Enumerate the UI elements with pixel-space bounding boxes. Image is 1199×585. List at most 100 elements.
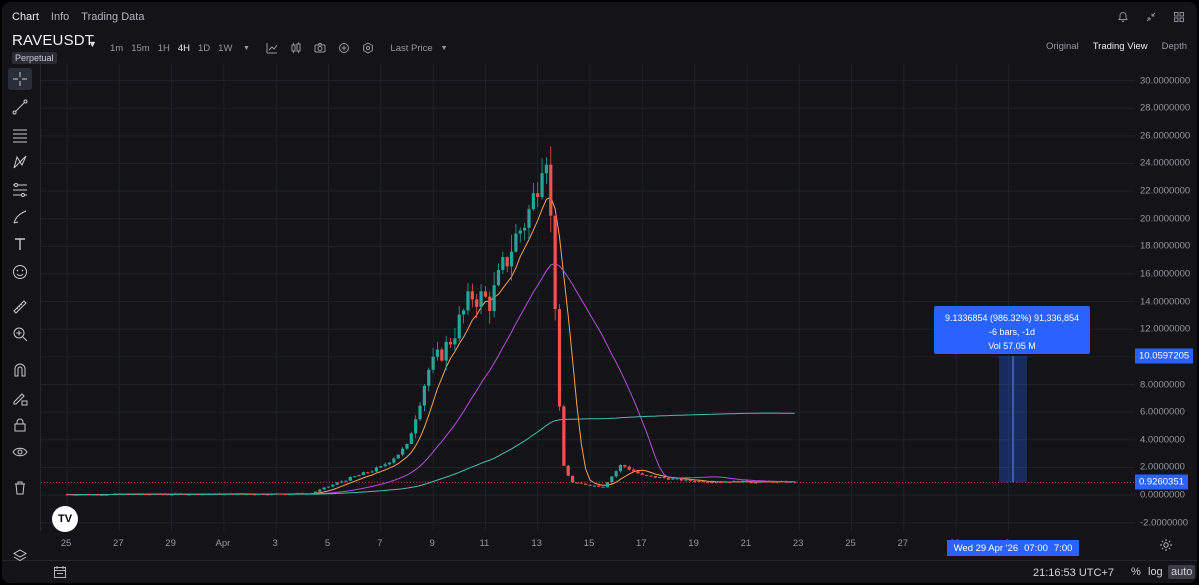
view-depth[interactable]: Depth: [1161, 41, 1187, 52]
chevron-down-icon[interactable]: ▼: [88, 39, 97, 49]
price-chart[interactable]: [40, 64, 1135, 531]
candle-body: [344, 480, 348, 482]
view-original[interactable]: Original: [1045, 41, 1079, 52]
emoji-icon[interactable]: [8, 261, 32, 283]
brush-icon[interactable]: [8, 206, 32, 228]
interval-1w[interactable]: 1W: [218, 42, 233, 54]
price-tick-label: 6.0000000: [1140, 406, 1185, 418]
measure-price-badge: 10.0597205: [1135, 348, 1194, 364]
candle-body: [257, 493, 261, 495]
candle-body: [645, 474, 649, 476]
candle-body: [366, 472, 370, 474]
tab-trading-data[interactable]: Trading Data: [81, 11, 145, 23]
price-tick-label: 0.0000000: [1140, 489, 1185, 501]
fib-icon[interactable]: [8, 179, 32, 201]
candle-body: [527, 209, 531, 228]
trend-line-icon[interactable]: [8, 96, 32, 118]
candle-body: [440, 349, 444, 361]
candle-body: [248, 493, 252, 495]
candles-icon[interactable]: [288, 40, 304, 56]
candle-body: [108, 494, 113, 496]
crosshair-icon[interactable]: [8, 68, 32, 90]
ruler-icon[interactable]: [8, 296, 32, 318]
zoom-in-icon[interactable]: [8, 323, 32, 345]
tab-chart[interactable]: Chart: [12, 11, 39, 23]
candle-body: [387, 462, 392, 465]
candle-body: [265, 494, 270, 496]
percent-scale-button[interactable]: %: [1131, 566, 1141, 578]
interval-1h[interactable]: 1H: [157, 42, 170, 54]
candle-body: [745, 480, 749, 483]
interval-1m[interactable]: 1m: [110, 42, 124, 54]
gear-icon[interactable]: [1159, 538, 1173, 555]
pencil-lock-icon[interactable]: [8, 387, 32, 409]
ma-line-25: [66, 262, 795, 496]
candle-body: [309, 493, 313, 495]
candle-body: [331, 484, 335, 487]
candle-body: [322, 487, 326, 490]
candle-body: [209, 494, 213, 496]
candle-body: [736, 480, 740, 483]
candle-body: [601, 486, 605, 488]
lock-icon[interactable]: [8, 414, 32, 436]
symbol-name[interactable]: RAVEUSDT: [12, 32, 95, 49]
price-tick-label: 30.0000000: [1140, 75, 1191, 87]
candle-body: [605, 482, 610, 488]
candle-body: [579, 482, 583, 484]
interval-dropdown-icon[interactable]: ▼: [242, 44, 250, 52]
candle-body: [418, 405, 422, 420]
time-tick-label: 9: [429, 538, 435, 549]
candle-body: [191, 493, 195, 495]
trash-icon[interactable]: [8, 477, 32, 499]
calendar-range-icon[interactable]: [52, 564, 68, 580]
price-source-select[interactable]: Last Price: [390, 42, 433, 54]
candle-body: [479, 291, 483, 307]
candle-body: [566, 465, 570, 476]
candle-body: [370, 471, 374, 473]
top-right-icons: [1115, 9, 1187, 25]
view-trading-view[interactable]: Trading View: [1092, 41, 1148, 52]
measure-line1: 9.1336854 (986.32%) 91,336,854: [944, 313, 1080, 323]
candle-body: [501, 257, 505, 271]
time-tick-label: 25: [845, 538, 856, 549]
candle-body: [610, 476, 614, 483]
candle-body: [187, 494, 191, 496]
candle-body: [758, 481, 762, 483]
layers-icon[interactable]: [12, 548, 28, 564]
indicators-icon[interactable]: [336, 40, 352, 56]
price-source-chevron-icon[interactable]: ▼: [440, 44, 448, 52]
tab-info[interactable]: Info: [50, 11, 70, 23]
grid-icon[interactable]: [1171, 9, 1187, 25]
magnet-icon[interactable]: [8, 359, 32, 381]
text-icon[interactable]: [8, 233, 32, 255]
pattern-icon[interactable]: [8, 151, 32, 173]
chart-canvas[interactable]: [41, 64, 1135, 531]
collapse-icon[interactable]: [1143, 9, 1159, 25]
interval-15m[interactable]: 15m: [131, 42, 150, 54]
interval-4h[interactable]: 4H: [177, 42, 190, 54]
camera-icon[interactable]: [312, 40, 328, 56]
eye-icon[interactable]: [8, 441, 32, 463]
auto-scale-button[interactable]: auto: [1168, 565, 1196, 579]
candle-body: [196, 493, 200, 495]
candle-body: [719, 481, 723, 483]
time-tick-label: 23: [792, 538, 804, 549]
log-scale-button[interactable]: log: [1148, 566, 1163, 578]
candle-body: [313, 491, 318, 494]
candle-body: [780, 481, 784, 483]
candle-body: [470, 291, 474, 300]
price-tick-label: 24.0000000: [1140, 157, 1191, 169]
time-tick-label: 3: [272, 538, 278, 549]
chart-type-icon[interactable]: [264, 40, 280, 56]
horizontal-lines-icon[interactable]: [8, 124, 32, 146]
price-tick-label: 26.0000000: [1140, 130, 1191, 142]
candle-body: [457, 314, 461, 339]
candle-body: [204, 494, 209, 496]
settings-icon[interactable]: [360, 40, 376, 56]
interval-1d[interactable]: 1D: [198, 42, 211, 54]
candle-body: [509, 251, 514, 267]
price-axis[interactable]: 30.0000000 28.0000000 26.0000000 24.0000000…: [1134, 64, 1197, 531]
candle-body: [448, 341, 453, 345]
candle-body: [754, 482, 758, 484]
bell-icon[interactable]: [1115, 9, 1131, 25]
